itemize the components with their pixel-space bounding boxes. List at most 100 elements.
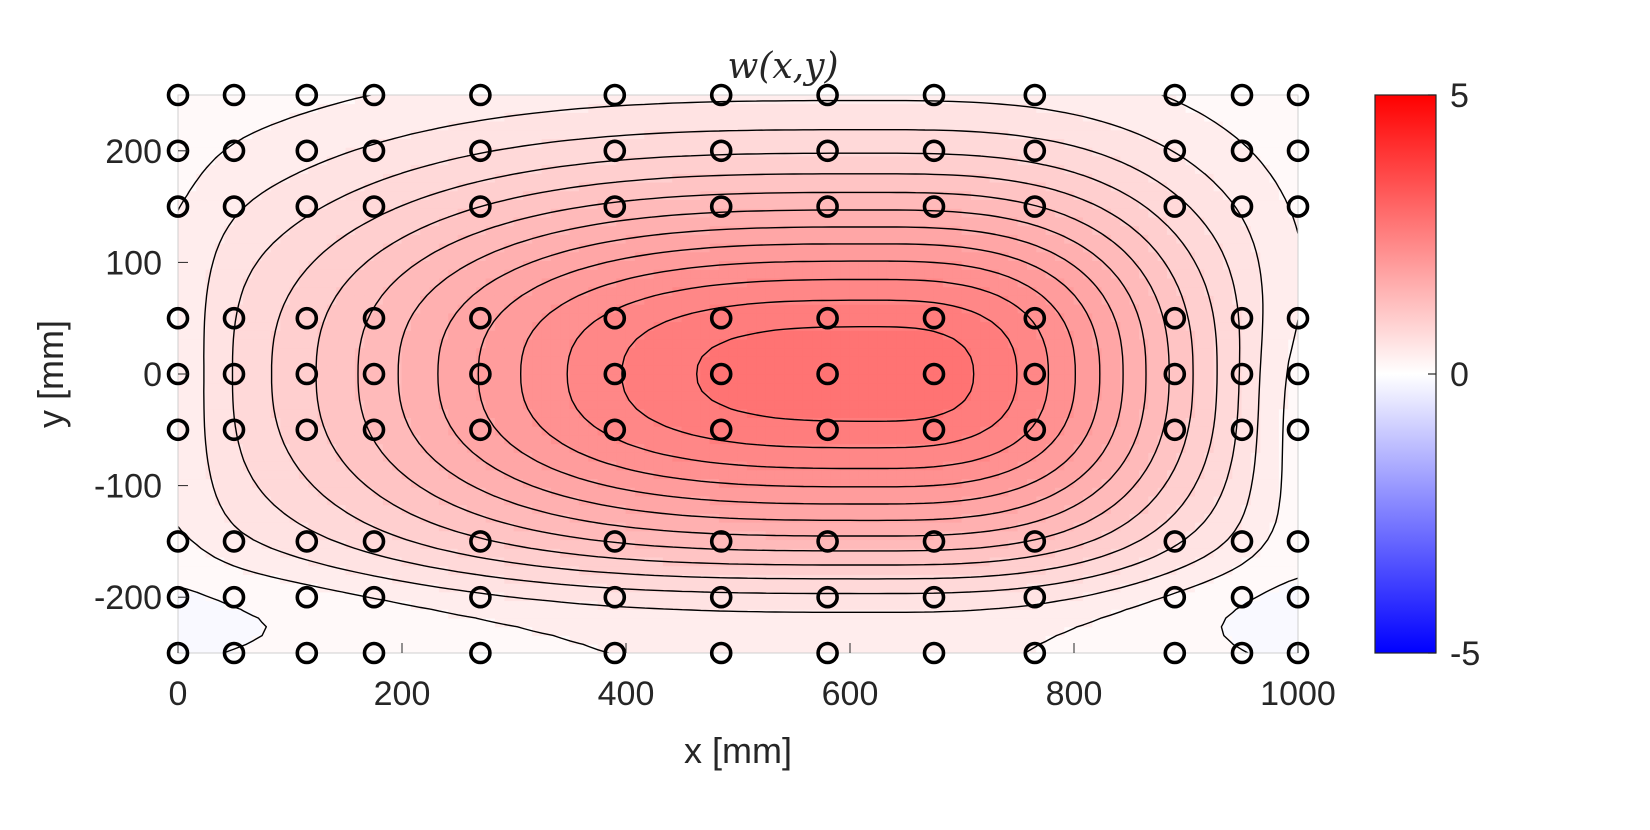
contour-fill-cell	[924, 347, 935, 357]
contour-fill-cell	[494, 521, 506, 532]
contour-fill-cell	[905, 373, 916, 384]
contour-fill-cell	[961, 338, 972, 349]
contour-fill-cell	[858, 399, 870, 410]
contour-fill-cell	[336, 591, 347, 602]
contour-fill-cell	[672, 565, 683, 575]
contour-fill-cell	[205, 417, 216, 427]
contour-fill-cell	[914, 600, 926, 610]
contour-fill-cell	[317, 286, 328, 296]
contour-fill-cell	[1278, 521, 1290, 532]
contour-fill-cell	[644, 539, 655, 549]
contour-fill-cell	[746, 382, 758, 392]
contour-fill-cell	[774, 286, 786, 296]
contour-fill-cell	[821, 521, 832, 532]
contour-fill-cell	[1054, 626, 1066, 636]
contour-fill-cell	[178, 626, 188, 636]
contour-fill-cell	[205, 356, 216, 366]
contour-fill-cell	[840, 478, 851, 488]
contour-fill-cell	[737, 513, 748, 523]
contour-fill-cell	[961, 600, 972, 610]
contour-fill-cell	[588, 626, 599, 636]
contour-fill-cell	[653, 286, 664, 296]
contour-fill-cell	[989, 399, 1000, 410]
contour-fill-cell	[952, 338, 963, 349]
contour-fill-cell	[1260, 373, 1271, 384]
contour-fill-cell	[1260, 504, 1271, 514]
contour-fill-cell	[1222, 330, 1234, 340]
contour-fill-cell	[214, 347, 226, 357]
contour-fill-cell	[737, 364, 748, 375]
contour-fill-cell	[326, 539, 338, 549]
contour-fill-cell	[1166, 347, 1178, 357]
contour-fill-cell	[438, 513, 450, 523]
contour-fill-cell	[1110, 391, 1122, 401]
contour-fill-cell	[466, 600, 478, 610]
contour-fill-cell	[793, 347, 804, 357]
contour-fill-cell	[606, 513, 618, 523]
contour-fill-cell	[1232, 356, 1243, 366]
contour-fill-cell	[532, 443, 543, 453]
contour-fill-cell	[1260, 591, 1271, 602]
contour-fill-cell	[336, 330, 347, 340]
contour-fill-cell	[1017, 443, 1028, 453]
contour-fill-cell	[877, 460, 888, 471]
contour-fill-cell	[784, 399, 795, 410]
contour-fill-cell	[1278, 303, 1290, 314]
contour-fill-cell	[989, 617, 1000, 628]
contour-fill-cell	[1288, 295, 1298, 305]
contour-fill-cell	[532, 609, 543, 619]
contour-fill-cell	[961, 408, 972, 418]
contour-fill-cell	[485, 338, 496, 349]
contour-fill-cell	[784, 425, 795, 436]
contour-fill-cell	[858, 425, 870, 436]
contour-fill-cell	[1073, 635, 1084, 645]
contour-fill-cell	[401, 356, 412, 366]
contour-fill-cell	[672, 521, 683, 532]
contour-fill-cell	[1222, 356, 1234, 366]
contour-fill-cell	[1260, 295, 1271, 305]
contour-fill-cell	[1166, 530, 1178, 541]
contour-fill-cell	[1138, 478, 1150, 488]
contour-fill-cell	[597, 547, 608, 558]
contour-fill-cell	[840, 321, 851, 331]
contour-fill-cell	[270, 565, 282, 575]
contour-fill-cell	[597, 312, 608, 323]
contour-fill-cell	[905, 460, 916, 471]
contour-fill-cell	[1129, 338, 1140, 349]
contour-fill-cell	[672, 530, 683, 541]
contour-fill-cell	[336, 643, 347, 653]
contour-fill-cell	[728, 382, 739, 392]
contour-fill-cell	[784, 600, 795, 610]
contour-fill-cell	[457, 565, 468, 575]
contour-fill-cell	[924, 504, 935, 514]
contour-fill-cell	[1110, 452, 1122, 462]
contour-fill-cell	[1101, 530, 1112, 541]
contour-fill-cell	[569, 521, 580, 532]
contour-fill-cell	[457, 521, 468, 532]
contour-fill-cell	[1082, 364, 1094, 375]
contour-fill-cell	[233, 312, 244, 323]
contour-fill-cell	[1008, 600, 1019, 610]
contour-fill-cell	[924, 364, 935, 375]
contour-fill-cell	[1260, 643, 1271, 653]
contour-fill-cell	[1176, 504, 1187, 514]
contour-fill-cell	[1073, 609, 1084, 619]
contour-fill-cell	[588, 321, 599, 331]
contour-fill-cell	[700, 338, 711, 349]
contour-fill-cell	[569, 547, 580, 558]
contour-fill-cell	[1213, 452, 1224, 462]
contour-fill-cell	[1213, 617, 1224, 628]
contour-fill-cell	[457, 582, 468, 593]
contour-fill-cell	[905, 556, 916, 567]
contour-fill-cell	[672, 574, 683, 584]
contour-fill-cell	[690, 495, 702, 506]
contour-fill-cell	[326, 364, 338, 375]
contour-fill-cell	[242, 425, 254, 436]
contour-fill-cell	[672, 513, 683, 523]
contour-fill-cell	[616, 356, 627, 366]
contour-fill-cell	[1232, 347, 1243, 357]
contour-fill-cell	[812, 347, 823, 357]
contour-fill-cell	[457, 425, 468, 436]
contour-fill-cell	[569, 460, 580, 471]
contour-fill-cell	[896, 547, 907, 558]
